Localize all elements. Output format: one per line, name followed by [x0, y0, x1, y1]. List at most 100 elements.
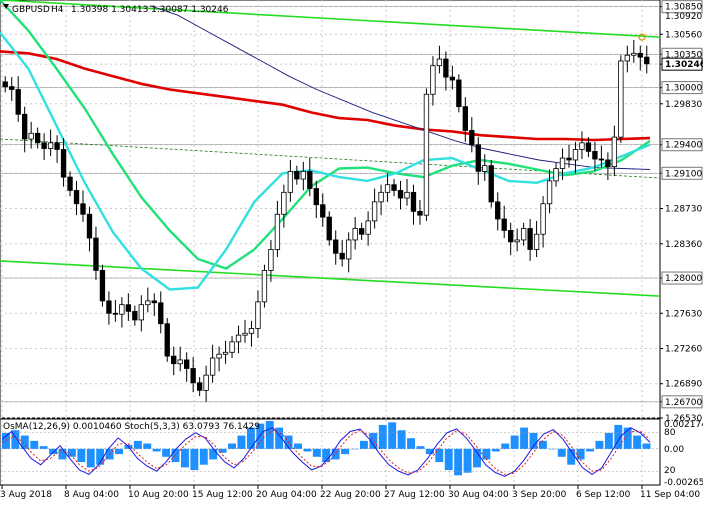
time-label: 27 Aug 12:00: [384, 490, 445, 500]
osma-bar: [58, 448, 67, 460]
candle-body: [320, 204, 326, 218]
candle-body: [333, 239, 339, 254]
osma-bar: [623, 427, 632, 449]
osma-bar: [86, 448, 95, 468]
osma-bar: [604, 432, 613, 449]
price-label: 1.28730: [665, 205, 702, 215]
candle-body: [2, 81, 8, 88]
candle-body: [307, 170, 313, 189]
candle-body: [209, 357, 216, 376]
candle-body: [508, 230, 514, 243]
indicator-frame: [0, 418, 661, 486]
trend-line-lower: [0, 260, 661, 297]
candle-body: [222, 351, 229, 355]
time-label: 10 Aug 20:00: [128, 490, 189, 500]
osma-bar: [388, 422, 397, 449]
candle-body: [566, 157, 572, 161]
candle-body: [488, 165, 494, 203]
candle-body: [352, 228, 358, 241]
indicator-axis-label: -0.002653: [664, 478, 703, 488]
moving-averages: [0, 0, 651, 291]
price-level-label: 1.29400: [665, 141, 702, 151]
candle-body: [423, 93, 430, 216]
price-label: 1.28360: [665, 240, 702, 250]
candle-body: [190, 368, 196, 384]
candle-body: [171, 355, 177, 365]
osma-bar: [133, 440, 142, 449]
time-axis: 3 Aug 2018 8 Aug 04:00 10 Aug 20:00 15 Aug …: [0, 485, 700, 500]
candle-body: [119, 304, 125, 315]
price-label: 1.27260: [665, 344, 702, 354]
osma-bar: [331, 448, 340, 460]
osma-bar: [473, 448, 481, 468]
osma-bar: [11, 430, 20, 449]
osma-bar: [303, 448, 312, 452]
stoch-signal-line: [1, 429, 651, 475]
candle-body: [235, 334, 242, 343]
osma-bar: [275, 427, 284, 449]
osma-bar: [322, 448, 331, 463]
price-level-label: 1.30350: [665, 50, 702, 60]
candle-body: [229, 341, 235, 353]
candle-body: [326, 216, 332, 241]
candle-body: [255, 301, 261, 329]
price-level-label: 1.30850: [665, 3, 702, 13]
candle-body: [378, 191, 384, 203]
osma-bar: [67, 448, 76, 457]
osma-bar: [256, 423, 265, 449]
indicator-series: [0, 420, 660, 477]
osma-bar: [199, 448, 208, 465]
price-level-tag: [661, 138, 703, 152]
candle-body: [41, 142, 47, 149]
candle-body: [203, 374, 209, 391]
osma-bar: [557, 448, 566, 457]
price-level-tag: [661, 0, 703, 14]
candle-body: [495, 201, 501, 220]
timeframe-label: H4: [51, 5, 64, 15]
osma-bar: [20, 435, 29, 449]
osma-bar: [359, 440, 368, 449]
candle-body: [268, 249, 274, 271]
osma-bar: [614, 424, 623, 449]
candle-body: [86, 213, 93, 239]
time-label: 8 Aug 04:00: [64, 490, 119, 500]
candle-body: [313, 188, 319, 206]
candle-body: [417, 210, 423, 216]
price-level-label: 1.26700: [665, 398, 702, 408]
price-level-tag: [661, 271, 703, 285]
osma-bar: [265, 420, 274, 449]
candle-body: [28, 132, 34, 140]
indicator-axis-label: 0.00: [664, 445, 684, 455]
candle-body: [572, 149, 579, 161]
candle-body: [404, 191, 410, 199]
osma-bar: [529, 432, 538, 449]
osma-bar: [218, 448, 227, 453]
candle-body: [618, 60, 624, 138]
osma-bar: [642, 443, 651, 449]
indicator-axis-label: 0.002174: [664, 420, 703, 430]
price-level-label: 1.30000: [665, 84, 702, 94]
osma-bar: [435, 448, 444, 463]
candle-body: [22, 113, 28, 140]
time-label: 6 Sep 12:00: [576, 490, 631, 500]
osma-bar: [567, 448, 576, 465]
candle-body: [533, 233, 540, 250]
candle-body: [80, 203, 86, 215]
candle-body: [145, 300, 151, 306]
ma-line-1: [149, 5, 651, 170]
price-level-tag: [661, 395, 703, 409]
osma-bar: [425, 448, 434, 455]
osma-bar: [510, 435, 519, 449]
indicator-axis-label: 80: [664, 428, 676, 438]
price-label: 1.26890: [665, 380, 702, 390]
candle-body: [9, 86, 15, 90]
osma-bar: [180, 448, 189, 468]
osma-bar: [77, 448, 86, 463]
candle-body: [60, 149, 67, 178]
candle-body: [449, 76, 456, 81]
price-level-label: 1.28000: [665, 274, 702, 284]
osma-bar: [520, 427, 529, 449]
